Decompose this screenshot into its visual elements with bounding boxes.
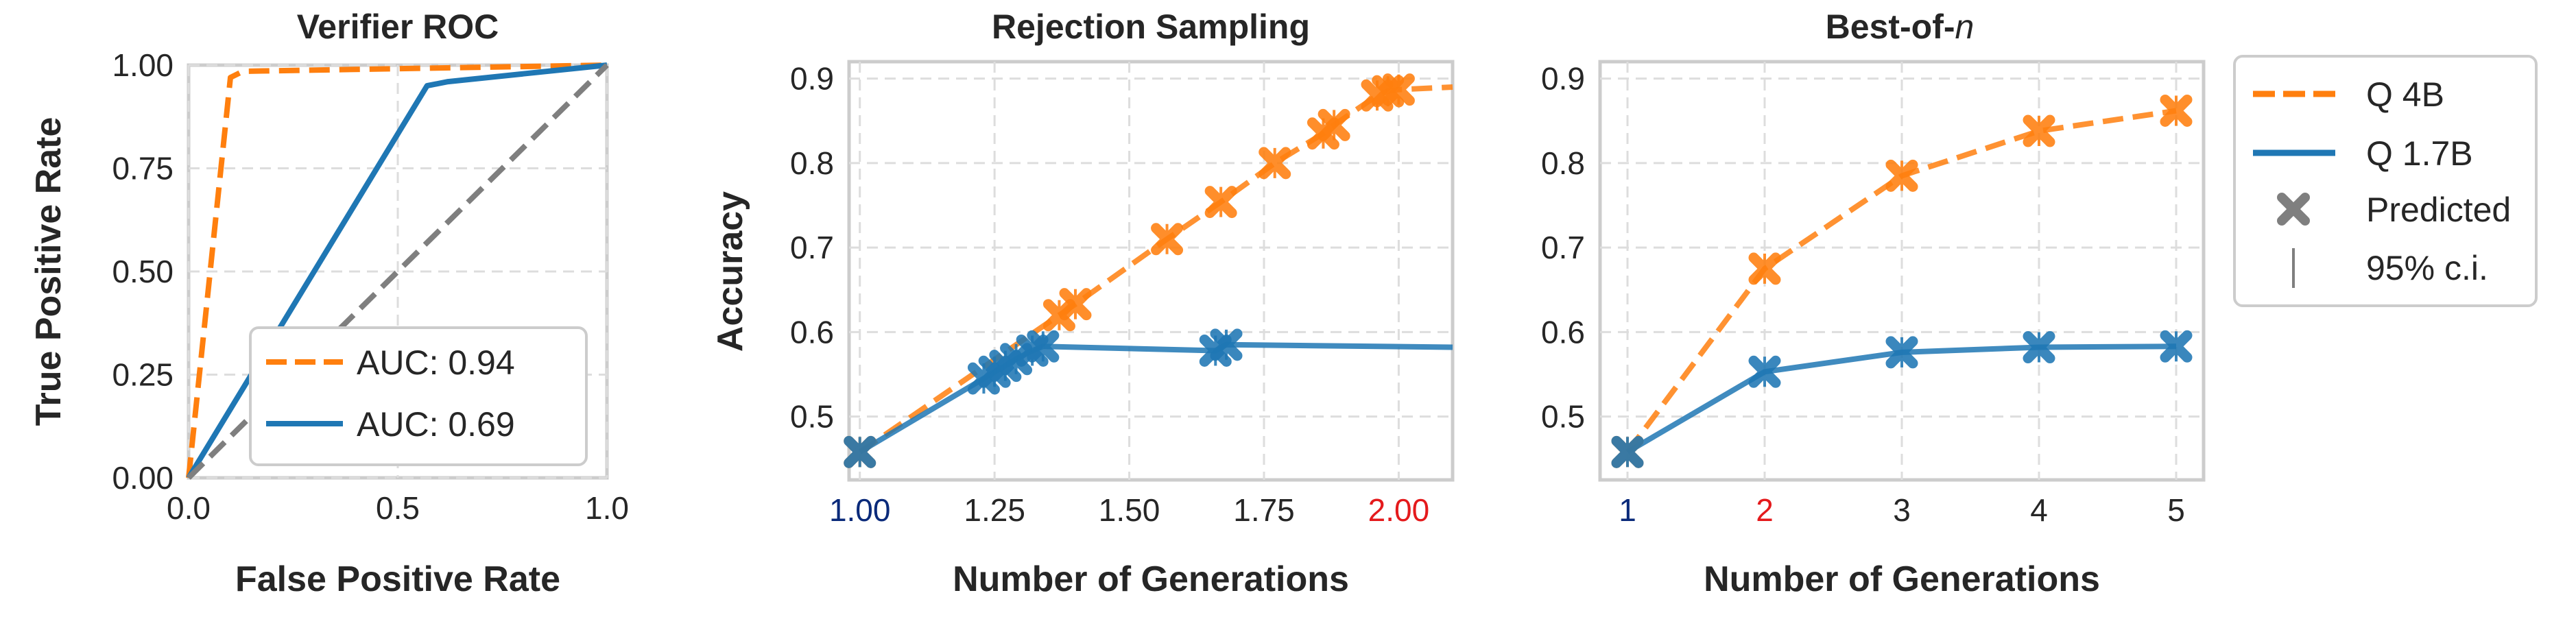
roc-y-tick-label: 0.25: [112, 357, 174, 393]
rejection-sampling-marker-orange: [1151, 223, 1184, 256]
legend-swatch-x-marker: [2277, 193, 2310, 226]
roc-legend-label-0: AUC: 0.94: [357, 343, 515, 382]
rejection-sampling-series: [844, 73, 1453, 468]
roc-panel: Verifier ROC 0.0 0.5 1.0 0.00 0.25 0.50 0.75 1…: [29, 8, 629, 599]
legend-label-2: Predicted: [2366, 191, 2511, 229]
rejection-sampling-x-tick-label: 1.25: [964, 492, 1025, 528]
roc-legend: AUC: 0.94 AUC: 0.69: [249, 326, 588, 466]
roc-title: Verifier ROC: [297, 8, 499, 46]
best-of-n-series: [1611, 94, 2193, 468]
rejection-sampling-marker-orange: [1382, 73, 1415, 106]
rejection-sampling-marker-orange: [1259, 147, 1291, 180]
best-of-n-panel: Best-of-n 1 2 3 4 5 0.5 0.6 0.7 0.8 0.9 Number o…: [1541, 8, 2206, 599]
best-of-n-title-main: Best-of-: [1826, 8, 1955, 46]
rejection-sampling-y-tick-label: 0.9: [790, 61, 834, 97]
best-of-n-y-tick-label: 0.6: [1541, 314, 1585, 350]
rejection-sampling-x-tick-label: 1.50: [1099, 492, 1160, 528]
roc-x-ticks: 0.0 0.5 1.0: [167, 490, 629, 526]
shared-legend: Q 4B Q 1.7B Predicted 95% c.i.: [2233, 55, 2538, 307]
best-of-n-y-tick-label: 0.5: [1541, 399, 1585, 435]
roc-x-tick-label: 0.0: [167, 490, 211, 526]
best-of-n-marker-orange: [2023, 114, 2055, 147]
best-of-n-grid: [1600, 62, 2204, 480]
rejection-sampling-x-tick-label: 1.00: [829, 492, 891, 528]
legend-label-1: Q 1.7B: [2366, 134, 2473, 173]
best-of-n-x-tick-label: 1: [1619, 492, 1636, 528]
rejection-sampling-y-tick-label: 0.7: [790, 230, 834, 265]
shared-legend-box: [2233, 55, 2538, 307]
best-of-n-y-tick-label: 0.8: [1541, 145, 1585, 181]
roc-y-ticks: 0.00 0.25 0.50 0.75 1.00: [112, 47, 174, 496]
rejection-sampling-grid: [849, 62, 1453, 480]
best-of-n-x-axis-label: Number of Generations: [1704, 559, 2100, 599]
best-of-n-title-italic: n: [1955, 8, 1975, 46]
rejection-sampling-marker-blue: [844, 435, 876, 468]
roc-series-line-orange: [186, 62, 608, 479]
roc-y-tick-label: 0.50: [112, 254, 174, 289]
best-of-n-marker-orange: [1748, 252, 1781, 285]
rejection-sampling-title: Rejection Sampling: [992, 8, 1310, 46]
roc-x-tick-label: 0.5: [376, 490, 420, 526]
best-of-n-marker-blue: [2023, 331, 2055, 364]
best-of-n-y-tick-label: 0.7: [1541, 230, 1585, 265]
rejection-sampling-marker-blue: [1000, 343, 1033, 376]
legend-label-3: 95% c.i.: [2366, 249, 2488, 287]
roc-legend-label-1: AUC: 0.69: [357, 405, 515, 444]
roc-y-tick-label: 1.00: [112, 47, 174, 83]
best-of-n-marker-blue: [1885, 336, 1918, 369]
best-of-n-marker-blue: [1611, 435, 1644, 468]
rejection-sampling-y-tick-label: 0.6: [790, 314, 834, 350]
rejection-sampling-marker-orange: [1204, 186, 1237, 219]
rejection-sampling-y-ticks: 0.5 0.6 0.7 0.8 0.9: [790, 61, 834, 435]
best-of-n-marker-orange: [1885, 159, 1918, 192]
rejection-sampling-y-tick-label: 0.8: [790, 145, 834, 181]
roc-y-axis-label: True Positive Rate: [29, 117, 69, 426]
rejection-sampling-marker-orange: [1059, 288, 1092, 321]
roc-y-tick-label: 0.75: [112, 151, 174, 186]
best-of-n-y-tick-label: 0.9: [1541, 61, 1585, 97]
rejection-sampling-y-tick-label: 0.5: [790, 399, 834, 435]
rejection-sampling-x-tick-label: 2.00: [1368, 492, 1430, 528]
rejection-sampling-y-axis-label: Accuracy: [711, 191, 750, 352]
best-of-n-x-ticks: 1 2 3 4 5: [1619, 492, 2185, 528]
roc-x-tick-label: 1.0: [585, 490, 629, 526]
best-of-n-marker-blue: [1748, 355, 1781, 388]
best-of-n-marker-orange: [2160, 94, 2193, 127]
best-of-n-x-tick-label: 4: [2030, 492, 2048, 528]
roc-series-line-blue: [186, 62, 608, 480]
rejection-sampling-marker-blue: [1027, 330, 1060, 363]
best-of-n-y-ticks: 0.5 0.6 0.7 0.8 0.9: [1541, 61, 1585, 435]
best-of-n-x-tick-label: 3: [1893, 492, 1911, 528]
rejection-sampling-panel: Rejection Sampling 1.00 1.25 1.50 1.75 2.00 …: [711, 8, 1455, 599]
rejection-sampling-x-tick-label: 1.75: [1233, 492, 1295, 528]
roc-x-axis-label: False Positive Rate: [235, 559, 560, 599]
best-of-n-title: Best-of-n: [1826, 8, 1975, 46]
rejection-sampling-plot-frame: [847, 60, 1455, 482]
best-of-n-x-tick-label: 5: [2167, 492, 2185, 528]
rejection-sampling-marker-orange: [1317, 108, 1350, 141]
rejection-sampling-marker-blue: [1210, 328, 1243, 361]
legend-label-0: Q 4B: [2366, 75, 2444, 114]
best-of-n-x-tick-label: 2: [1756, 492, 1774, 528]
best-of-n-marker-blue: [2160, 330, 2193, 363]
roc-y-tick-label: 0.00: [112, 460, 174, 496]
rejection-sampling-x-ticks: 1.00 1.25 1.50 1.75 2.00: [829, 492, 1429, 528]
rejection-sampling-x-axis-label: Number of Generations: [953, 559, 1349, 599]
